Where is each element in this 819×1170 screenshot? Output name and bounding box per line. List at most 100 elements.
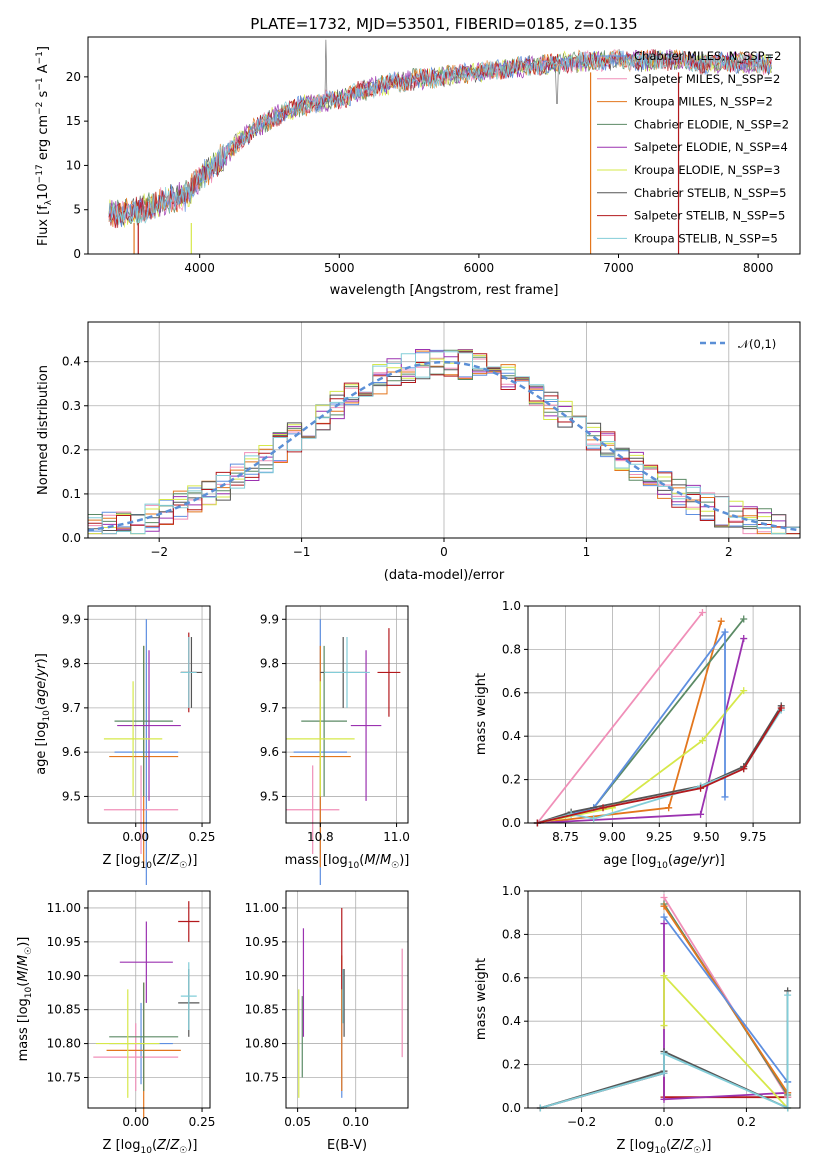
mass-vs-z-panel: 0.00 0.25 10.75 10.80 10.85 10.90 10.95 11.00 Z… (16, 890, 216, 1156)
y-tick-label: 0.2 (502, 1058, 521, 1072)
y-tick-label: 10.95 (245, 935, 279, 949)
x-tick-label: 9.25 (646, 830, 673, 844)
y-tick-label: 0.4 (502, 729, 521, 743)
weight-vs-z-lines (536, 894, 792, 1112)
x-tick-label: −0.2 (567, 1115, 596, 1129)
y-tick-label: 10.75 (47, 1070, 81, 1084)
spectrum-legend-label: Kroupa STELIB, N_SSP=5 (634, 231, 778, 245)
weight-marker (698, 737, 706, 745)
y-tick-label: 9.9 (62, 612, 81, 626)
y-tick-label: 15 (66, 114, 81, 128)
y-tick-label: 0.0 (502, 816, 521, 830)
histogram-step (88, 351, 800, 535)
x-tick-label: 8.75 (552, 830, 579, 844)
mass-vs-ebv-ticks: 0.05 0.10 10.75 10.80 10.85 10.90 10.95 11.00 (245, 901, 369, 1129)
spectrum-legend-label: Salpeter MILES, N_SSP=2 (634, 72, 780, 86)
y-tick-label: 0.0 (62, 531, 81, 545)
y-tick-label: 0.4 (502, 1014, 521, 1028)
age-vs-z-panel: 0.00 0.259.59.69.79.89.9 Z [log10(Z/Z☉)] … (34, 605, 216, 885)
weight-vs-age-ylabel: mass weight (474, 673, 489, 755)
weight-marker (740, 765, 748, 773)
x-tick-label: 0.25 (189, 830, 216, 844)
histogram-step (88, 351, 800, 535)
weight-vs-z-xlabel: Z [log10(Z/Z☉)] (617, 1138, 712, 1156)
y-tick-label: 9.8 (62, 657, 81, 671)
mass-vs-z-frame (87, 890, 211, 1109)
spectrum-title: PLATE=1732, MJD=53501, FIBERID=0185, z=0… (250, 15, 637, 33)
weight-marker (590, 815, 598, 823)
weight-marker (777, 704, 785, 712)
spectrum-series-lines (108, 39, 772, 254)
weight-marker (697, 810, 705, 818)
y-tick-label: 9.7 (260, 701, 279, 715)
weight-marker (660, 1050, 668, 1058)
age-vs-z-errorbars (103, 619, 203, 885)
weight-marker (665, 804, 673, 812)
x-tick-label: 9.50 (693, 830, 720, 844)
mass-vs-z-xlabel: Z [log10(Z/Z☉)] (103, 1138, 198, 1156)
spectrum-legend-label: Salpeter STELIB, N_SSP=5 (634, 209, 785, 223)
x-tick-label: 10.8 (307, 830, 334, 844)
y-tick-label: 0.6 (502, 971, 521, 985)
y-tick-label: 9.5 (260, 789, 279, 803)
y-tick-label: 0.0 (502, 1101, 521, 1115)
weight-marker (698, 609, 706, 617)
y-tick-label: 0 (73, 247, 81, 261)
x-tick-label: 0.00 (122, 1115, 149, 1129)
x-tick-label: 0.0 (654, 1115, 673, 1129)
y-tick-label: 1.0 (502, 884, 521, 898)
x-tick-label: 8000 (743, 261, 774, 275)
y-tick-label: 10.85 (245, 1003, 279, 1017)
y-tick-label: 0.1 (62, 487, 81, 501)
normal-curve-line (87, 360, 801, 532)
x-tick-label: 9.75 (740, 830, 767, 844)
mass-vs-ebv-panel: 0.05 0.10 10.75 10.80 10.85 10.90 10.95 11.00 E… (245, 890, 409, 1153)
mass-vs-ebv-errorbars (298, 907, 403, 1098)
weight-marker (599, 804, 607, 812)
mass-vs-z-ylabel: mass [log10(M/M☉)] (16, 937, 34, 1062)
x-tick-label: 0.10 (342, 1115, 369, 1129)
age-vs-mass-xlabel: mass [log10(M/M☉)] (285, 853, 410, 871)
y-tick-label: 10.80 (245, 1037, 279, 1051)
weight-marker (721, 628, 729, 636)
mass-vs-ebv-frame (285, 890, 409, 1109)
weight-vs-z-ticks: −0.2 0.0 0.2 0.0 0.2 0.4 0.6 0.8 1.0 (502, 884, 756, 1129)
spectrum-axes-frame (87, 36, 801, 255)
y-tick-label: 10.90 (47, 969, 81, 983)
age-vs-mass-frame (285, 605, 409, 824)
weight-marker (660, 894, 668, 902)
weight-vs-z-panel: −0.2 0.0 0.2 0.0 0.2 0.4 0.6 0.8 1.0 Z [log10(Z/… (474, 884, 801, 1156)
age-vs-z-ylabel: age [log10(age/yr)] (34, 653, 52, 775)
weight-vs-age-xlabel: age [log10(age/yr)] (603, 853, 725, 871)
weight-line (536, 611, 704, 824)
weight-marker (660, 1095, 668, 1103)
mass-vs-ebv-xlabel: E(B-V) (327, 1138, 367, 1153)
y-tick-label: 1.0 (502, 599, 521, 613)
mass-vs-z-ticks: 0.00 0.25 10.75 10.80 10.85 10.90 10.95 11.00 (47, 901, 216, 1129)
weight-marker (740, 687, 748, 695)
y-tick-label: 5 (73, 203, 81, 217)
y-tick-label: 0.2 (62, 443, 81, 457)
y-tick-label: 11.00 (47, 901, 81, 915)
x-tick-label: 6000 (464, 261, 495, 275)
residual-ylabel: Normed distribution (36, 365, 51, 495)
x-tick-label: 0.2 (737, 1115, 756, 1129)
residual-axes-frame (87, 321, 801, 539)
mass-vs-ebv-grid (286, 891, 408, 1108)
y-tick-label: 0.8 (502, 927, 521, 941)
weight-vs-age-frame (527, 605, 801, 824)
age-vs-mass-panel: 10.8 11.0 9.5 9.6 9.7 9.8 9.9 mass [log10(M/M☉… (260, 605, 410, 885)
spectrum-legend-label: Chabrier ELODIE, N_SSP=2 (634, 117, 789, 131)
x-tick-label: 4000 (184, 261, 215, 275)
x-tick-label: 7000 (603, 261, 634, 275)
age-vs-mass-ticks: 10.8 11.0 9.5 9.6 9.7 9.8 9.9 (260, 612, 410, 844)
y-tick-label: 10.95 (47, 935, 81, 949)
residual-xlabel: (data-model)/error (384, 568, 505, 583)
residual-legend-label: 𝒩(0,1) (738, 337, 776, 351)
weight-marker (660, 913, 668, 921)
weight-marker (660, 920, 668, 928)
y-tick-label: 9.7 (62, 701, 81, 715)
y-tick-label: 9.8 (260, 657, 279, 671)
y-tick-label: 10.75 (245, 1070, 279, 1084)
